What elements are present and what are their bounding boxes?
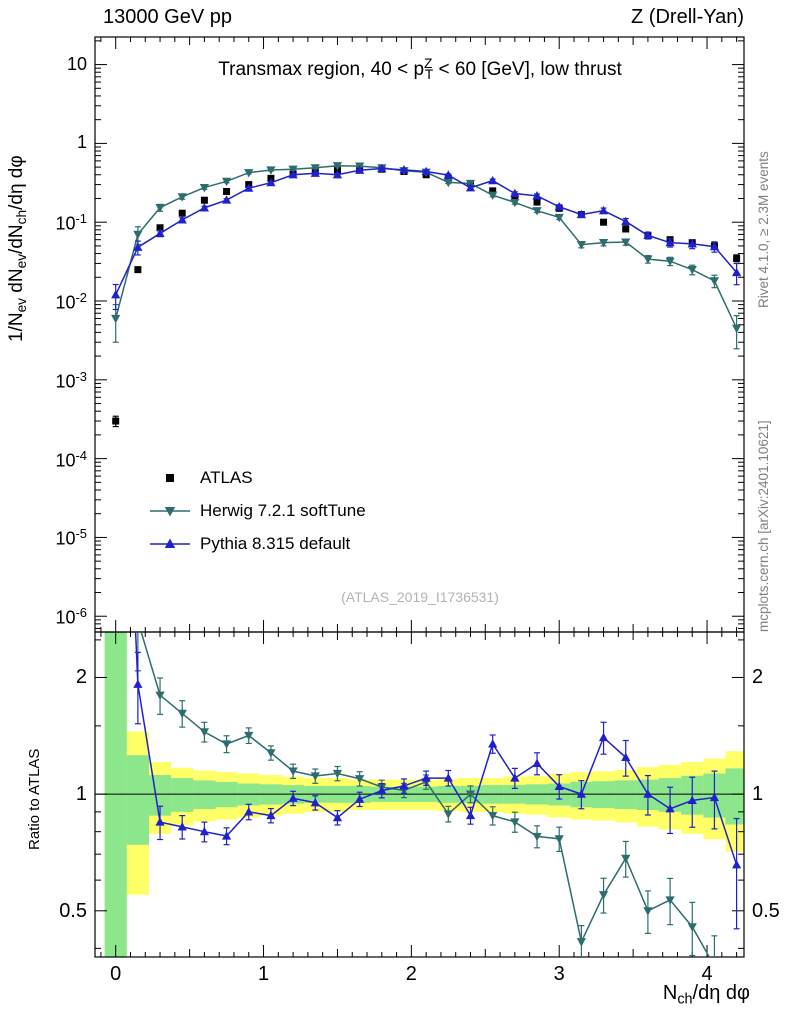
plot-title: Transmax region, 40 < pZT < 60 [GeV], lo…: [218, 56, 622, 82]
legend-item-label: ATLAS: [200, 467, 253, 487]
triangle-up-marker-icon: [148, 533, 192, 555]
tick-label: 4: [701, 963, 713, 985]
square-marker-icon: [148, 467, 192, 489]
rivet-version-label: Rivet 4.1.0, ≥ 2.3M events: [756, 151, 771, 308]
legend-item-atlas: ATLAS: [148, 461, 366, 494]
tick-label: 10-3: [55, 368, 87, 392]
legend: ATLAS Herwig 7.2.1 softTune Pythia 8.315…: [148, 461, 366, 560]
legend-item-label: Herwig 7.2.1 softTune: [200, 500, 366, 520]
tick-label: 10-1: [55, 211, 87, 234]
tick-label: 0.5: [59, 899, 87, 922]
analysis-id-watermark: (ATLAS_2019_I1736531): [341, 589, 499, 605]
tick-label: 10-6: [55, 605, 87, 628]
tick-label: 10-4: [55, 447, 87, 471]
legend-item-label: Pythia 8.315 default: [200, 533, 351, 553]
y-axis-title: 1/Nev dNev/dNch/dη dφ: [6, 155, 30, 342]
triangle-down-marker-icon: [148, 500, 192, 522]
tick-label: 10-5: [55, 526, 87, 549]
mcplots-credit-label: mcplots.cern.ch [arXiv:2401.10621]: [756, 420, 771, 632]
ratio-axis-title: Ratio to ATLAS: [26, 748, 43, 850]
tick-label: 1: [75, 783, 87, 806]
tick-label: 0: [110, 963, 122, 985]
beam-energy-label: 13000 GeV pp: [103, 6, 232, 28]
tick-label: 10: [66, 53, 87, 74]
tick-label: 1: [752, 783, 764, 806]
legend-item-pythia: Pythia 8.315 default: [148, 527, 366, 560]
legend-item-herwig: Herwig 7.2.1 softTune: [148, 494, 366, 527]
tick-label: 2: [752, 666, 764, 689]
x-axis-title: Nch/dη dφ: [662, 982, 750, 1008]
tick-label: 10-2: [55, 290, 87, 313]
process-label: Z (Drell-Yan): [631, 6, 744, 28]
tick-label: 1: [257, 963, 270, 985]
tick-label: 2: [75, 666, 87, 689]
tick-label: 3: [553, 963, 565, 985]
tick-label: 1: [76, 132, 87, 153]
tick-label: 2: [405, 963, 417, 985]
tick-label: 0.5: [752, 899, 780, 922]
